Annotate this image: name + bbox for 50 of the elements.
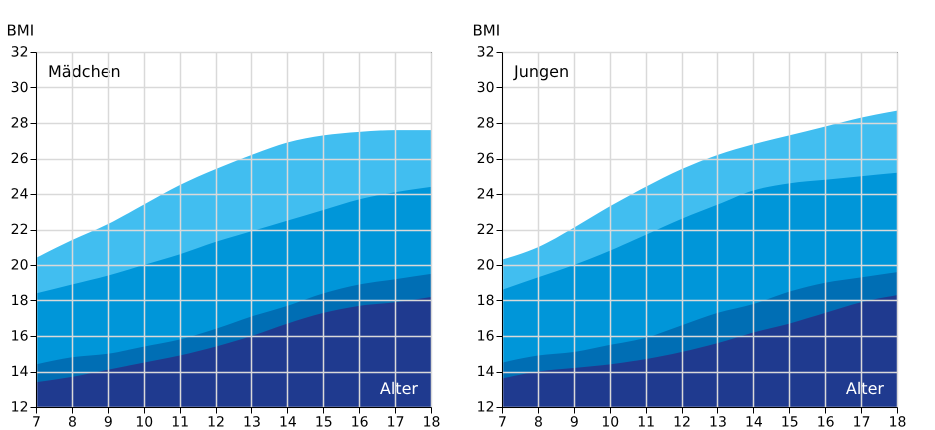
x-tick-label: 10 bbox=[601, 414, 620, 430]
y-tick-label: 30 bbox=[476, 80, 494, 96]
y-tick-label: 26 bbox=[476, 151, 495, 167]
x-tick-label: 9 bbox=[570, 414, 579, 430]
y-tick-label: 22 bbox=[476, 222, 494, 238]
y-tick-label: 26 bbox=[10, 151, 29, 167]
y-tick-label: 16 bbox=[10, 328, 29, 344]
x-tick-label: 16 bbox=[350, 414, 369, 430]
y-tick-label: 28 bbox=[10, 116, 28, 132]
x-tick-label: 15 bbox=[780, 414, 799, 430]
y-tick-label: 12 bbox=[476, 400, 494, 416]
y-axis-title: BMI bbox=[472, 22, 500, 40]
x-tick-label: 13 bbox=[243, 414, 261, 430]
x-tick-label: 10 bbox=[135, 414, 154, 430]
y-tick-label: 16 bbox=[476, 328, 495, 344]
y-tick-label: 22 bbox=[10, 222, 28, 238]
y-tick-label: 14 bbox=[476, 364, 495, 380]
x-tick-label: 7 bbox=[32, 414, 41, 430]
text: Mädchen bbox=[48, 62, 121, 81]
y-tick-label: 24 bbox=[476, 186, 495, 202]
y-tick-label: 20 bbox=[10, 258, 28, 274]
x-tick-label: 8 bbox=[534, 414, 543, 430]
x-tick-label: 11 bbox=[637, 414, 656, 430]
x-tick-label: 14 bbox=[744, 414, 763, 430]
x-tick-label: 13 bbox=[709, 414, 727, 430]
x-tick-label: 12 bbox=[673, 414, 691, 430]
y-tick-label: 32 bbox=[10, 44, 28, 60]
y-axis-title: BMI bbox=[6, 22, 34, 40]
y-tick-label: 18 bbox=[476, 293, 494, 309]
text: Jungen bbox=[513, 62, 570, 81]
y-tick-label: 12 bbox=[10, 400, 28, 416]
x-tick-label: 15 bbox=[314, 414, 333, 430]
y-tick-label: 24 bbox=[10, 186, 29, 202]
y-tick-label: 32 bbox=[476, 44, 494, 60]
y-tick-label: 30 bbox=[10, 80, 28, 96]
x-tick-label: 18 bbox=[422, 414, 440, 430]
y-tick-label: 28 bbox=[476, 116, 494, 132]
x-tick-label: 8 bbox=[68, 414, 77, 430]
x-tick-label: 16 bbox=[816, 414, 835, 430]
x-tick-label: 7 bbox=[498, 414, 507, 430]
x-tick-label: 17 bbox=[852, 414, 871, 430]
y-tick-label: 18 bbox=[10, 293, 28, 309]
x-tick-label: 9 bbox=[104, 414, 113, 430]
x-tick-label: 11 bbox=[171, 414, 190, 430]
y-tick-label: 20 bbox=[476, 258, 494, 274]
x-tick-label: 14 bbox=[278, 414, 297, 430]
x-tick-label: 18 bbox=[888, 414, 906, 430]
x-tick-label: 12 bbox=[207, 414, 225, 430]
y-tick-label: 14 bbox=[10, 364, 29, 380]
x-tick-label: 17 bbox=[386, 414, 405, 430]
